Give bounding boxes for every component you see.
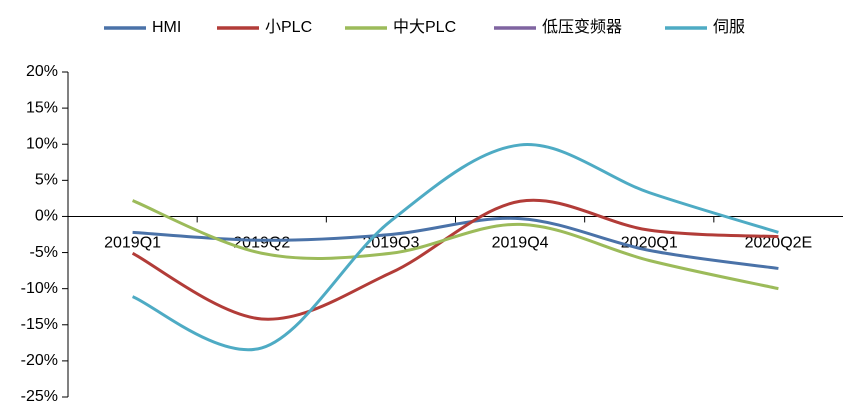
legend-label: 小PLC bbox=[265, 18, 312, 36]
y-tick-label: 0% bbox=[35, 208, 58, 225]
y-tick-label: 5% bbox=[35, 172, 58, 189]
x-tick-label: 2019Q4 bbox=[492, 235, 549, 252]
y-tick-label: -25% bbox=[21, 388, 58, 405]
y-tick-label: 20% bbox=[26, 63, 58, 80]
series-line bbox=[132, 216, 779, 270]
y-tick-label: 15% bbox=[26, 99, 58, 116]
y-tick-label: -20% bbox=[21, 352, 58, 369]
legend-label: 低压变频器 bbox=[542, 18, 622, 36]
x-tick-label: 2019Q1 bbox=[104, 235, 161, 252]
series-line bbox=[132, 199, 779, 291]
y-tick-label: 10% bbox=[26, 135, 58, 152]
legend-label: 中大PLC bbox=[393, 18, 456, 36]
series-line bbox=[131, 143, 779, 352]
y-tick-label: -10% bbox=[21, 280, 58, 297]
x-tick-label: 2019Q3 bbox=[362, 235, 419, 252]
y-tick-label: -15% bbox=[21, 316, 58, 333]
legend-label: HMI bbox=[152, 19, 181, 36]
y-tick-label: -5% bbox=[30, 244, 58, 261]
legend-label: 伺服 bbox=[713, 18, 745, 36]
series-line bbox=[131, 198, 779, 321]
x-tick-label: 2020Q2E bbox=[745, 235, 813, 252]
